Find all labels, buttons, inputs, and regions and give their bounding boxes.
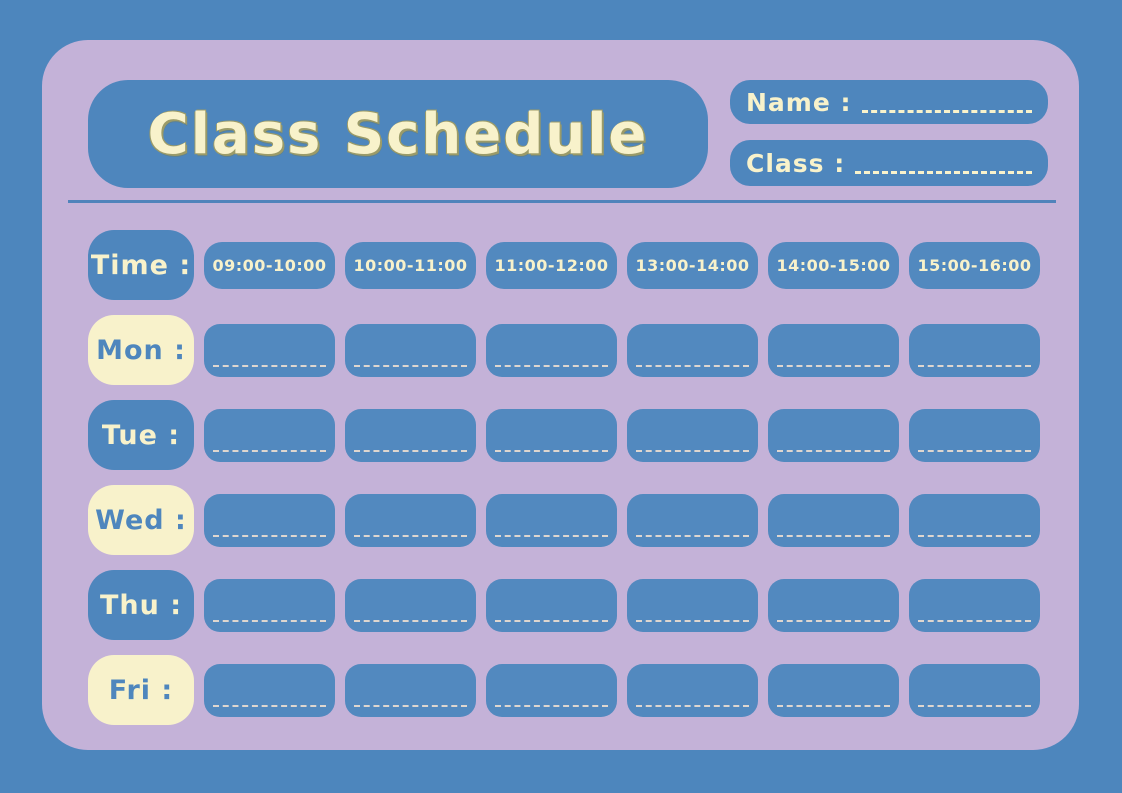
time-slot-header: 13:00-14:00: [627, 241, 758, 289]
write-line: [636, 534, 749, 537]
write-line: [918, 449, 1031, 452]
schedule-cell-wed[interactable]: [345, 493, 476, 547]
write-line: [213, 449, 326, 452]
header-divider: [68, 200, 1056, 203]
time-slot-header: 11:00-12:00: [486, 241, 617, 289]
write-line: [918, 364, 1031, 367]
schedule-cell-thu[interactable]: [204, 578, 335, 632]
schedule-cell-wed[interactable]: [204, 493, 335, 547]
write-line: [918, 534, 1031, 537]
name-label: Name :: [746, 87, 852, 117]
schedule-cell-mon[interactable]: [909, 323, 1040, 377]
time-slot-label: 09:00-10:00: [212, 255, 327, 275]
time-slot-label: 15:00-16:00: [917, 255, 1032, 275]
day-label-thu: Thu :: [88, 570, 194, 640]
time-header-label: Time :: [90, 249, 192, 281]
write-line: [777, 704, 890, 707]
day-label-tue: Tue :: [88, 400, 194, 470]
time-slot-label: 13:00-14:00: [635, 255, 750, 275]
schedule-cell-fri[interactable]: [627, 663, 758, 717]
schedule-cell-wed[interactable]: [768, 493, 899, 547]
schedule-cell-tue[interactable]: [768, 408, 899, 462]
time-slot-header: 15:00-16:00: [909, 241, 1040, 289]
schedule-cell-fri[interactable]: [204, 663, 335, 717]
schedule-cell-thu[interactable]: [768, 578, 899, 632]
write-line: [636, 619, 749, 622]
write-line: [495, 704, 608, 707]
day-label-text: Thu :: [99, 589, 183, 621]
time-slot-header: 09:00-10:00: [204, 241, 335, 289]
write-line: [918, 619, 1031, 622]
write-line: [495, 534, 608, 537]
name-field[interactable]: Name :: [730, 80, 1048, 124]
schedule-cell-thu[interactable]: [909, 578, 1040, 632]
title-banner: Class Schedule: [88, 80, 708, 188]
day-label-fri: Fri :: [88, 655, 194, 725]
schedule-cell-fri[interactable]: [486, 663, 617, 717]
schedule-card: Class Schedule Name : Class : Time : 09:…: [42, 40, 1079, 750]
write-line: [213, 619, 326, 622]
write-line: [636, 449, 749, 452]
day-label-text: Wed :: [95, 504, 187, 536]
class-field[interactable]: Class :: [730, 140, 1048, 186]
time-slot-header: 14:00-15:00: [768, 241, 899, 289]
day-label-mon: Mon :: [88, 315, 194, 385]
write-line: [777, 449, 890, 452]
schedule-table: Time : 09:00-10:00 10:00-11:00 11:00-12:…: [88, 230, 1040, 725]
write-line: [777, 534, 890, 537]
schedule-cell-fri[interactable]: [909, 663, 1040, 717]
schedule-cell-fri[interactable]: [768, 663, 899, 717]
page-title: Class Schedule: [147, 101, 649, 167]
time-slot-header: 10:00-11:00: [345, 241, 476, 289]
schedule-cell-mon[interactable]: [204, 323, 335, 377]
write-line: [354, 534, 467, 537]
day-label-text: Mon :: [96, 334, 186, 366]
schedule-cell-fri[interactable]: [345, 663, 476, 717]
schedule-cell-tue[interactable]: [486, 408, 617, 462]
write-line: [354, 704, 467, 707]
time-slot-label: 10:00-11:00: [353, 255, 468, 275]
class-label: Class :: [746, 148, 846, 178]
class-write-line[interactable]: [855, 170, 1032, 174]
schedule-cell-tue[interactable]: [909, 408, 1040, 462]
schedule-cell-tue[interactable]: [345, 408, 476, 462]
schedule-cell-tue[interactable]: [627, 408, 758, 462]
write-line: [213, 364, 326, 367]
schedule-cell-mon[interactable]: [486, 323, 617, 377]
time-header: Time :: [88, 230, 194, 300]
schedule-cell-wed[interactable]: [486, 493, 617, 547]
schedule-cell-mon[interactable]: [768, 323, 899, 377]
schedule-cell-tue[interactable]: [204, 408, 335, 462]
write-line: [354, 449, 467, 452]
write-line: [918, 704, 1031, 707]
write-line: [777, 619, 890, 622]
schedule-cell-thu[interactable]: [627, 578, 758, 632]
write-line: [213, 534, 326, 537]
schedule-cell-mon[interactable]: [345, 323, 476, 377]
write-line: [213, 704, 326, 707]
day-label-text: Fri :: [108, 674, 174, 706]
time-slot-label: 14:00-15:00: [776, 255, 891, 275]
day-label-text: Tue :: [101, 419, 181, 451]
schedule-cell-wed[interactable]: [909, 493, 1040, 547]
time-slot-label: 11:00-12:00: [494, 255, 609, 275]
write-line: [777, 364, 890, 367]
write-line: [636, 364, 749, 367]
write-line: [495, 364, 608, 367]
write-line: [495, 619, 608, 622]
schedule-cell-wed[interactable]: [627, 493, 758, 547]
schedule-cell-thu[interactable]: [486, 578, 617, 632]
day-label-wed: Wed :: [88, 485, 194, 555]
schedule-cell-mon[interactable]: [627, 323, 758, 377]
write-line: [354, 364, 467, 367]
write-line: [495, 449, 608, 452]
write-line: [636, 704, 749, 707]
name-write-line[interactable]: [861, 109, 1032, 113]
schedule-cell-thu[interactable]: [345, 578, 476, 632]
write-line: [354, 619, 467, 622]
